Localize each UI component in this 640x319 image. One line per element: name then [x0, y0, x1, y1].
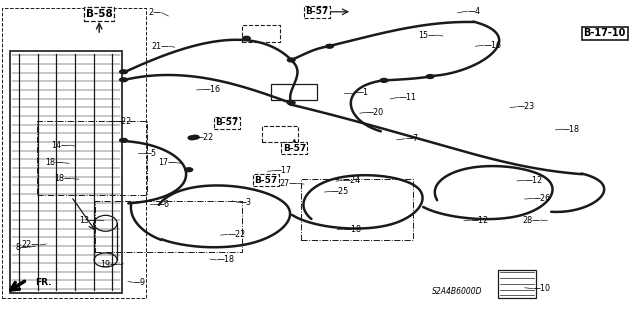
Text: —24: —24	[342, 176, 360, 185]
Text: 14—: 14—	[51, 141, 69, 150]
Text: 18—: 18—	[54, 174, 72, 183]
Text: 15—: 15—	[419, 31, 436, 40]
Text: 22—: 22—	[21, 241, 40, 249]
Bar	[301, 179, 413, 240]
Text: —16: —16	[483, 41, 501, 50]
Circle shape	[120, 78, 127, 82]
Bar	[2, 8, 146, 298]
Text: —17: —17	[274, 166, 292, 175]
Text: B-57: B-57	[283, 144, 306, 153]
Text: —12: —12	[525, 176, 543, 185]
Circle shape	[426, 75, 434, 78]
Text: —23: —23	[516, 102, 534, 111]
Text: —5: —5	[144, 149, 157, 158]
Text: —7: —7	[405, 134, 419, 143]
Circle shape	[191, 135, 199, 139]
Text: 8—: 8—	[16, 243, 29, 252]
Bar	[10, 51, 122, 293]
Text: 17—: 17—	[158, 158, 176, 167]
Text: —22: —22	[195, 133, 214, 142]
Circle shape	[326, 44, 333, 48]
Circle shape	[120, 138, 127, 142]
Text: 2—: 2—	[148, 8, 162, 17]
Bar	[242, 25, 280, 42]
Text: B-57: B-57	[216, 118, 239, 127]
Text: 28—: 28—	[523, 216, 541, 225]
Text: 18—: 18—	[45, 158, 63, 167]
Text: S2A4B6000D: S2A4B6000D	[433, 287, 483, 296]
Circle shape	[287, 58, 295, 62]
Text: —18: —18	[562, 125, 580, 134]
Text: B-57: B-57	[305, 7, 328, 16]
Text: —9: —9	[132, 278, 146, 287]
Circle shape	[243, 36, 250, 40]
Text: —10: —10	[532, 284, 550, 293]
Circle shape	[185, 168, 193, 172]
Text: B-58: B-58	[86, 9, 113, 19]
Text: —18: —18	[216, 256, 234, 264]
Text: —18: —18	[344, 225, 362, 234]
Text: 19—: 19—	[100, 260, 118, 269]
Text: 27—: 27—	[279, 179, 298, 188]
Bar	[271, 84, 317, 100]
Bar	[262, 126, 298, 142]
Bar	[95, 201, 242, 252]
Text: —1: —1	[355, 88, 368, 97]
Text: —22: —22	[114, 117, 132, 126]
Text: —4: —4	[467, 7, 480, 16]
Text: —11: —11	[399, 93, 417, 102]
Text: —16: —16	[203, 85, 221, 94]
Text: —26: —26	[532, 194, 550, 203]
Circle shape	[188, 136, 196, 140]
Text: —22: —22	[227, 230, 246, 239]
Text: 21—: 21—	[152, 42, 170, 51]
Circle shape	[380, 78, 388, 82]
Circle shape	[287, 101, 295, 105]
Bar	[498, 270, 536, 298]
Circle shape	[120, 70, 127, 74]
Bar	[37, 121, 147, 195]
Text: —6: —6	[157, 200, 170, 209]
Text: —20: —20	[366, 108, 384, 117]
Text: —12: —12	[470, 216, 488, 225]
Text: FR.: FR.	[35, 278, 52, 287]
Text: 13—: 13—	[79, 216, 97, 225]
Text: —3: —3	[239, 198, 252, 207]
Text: B-17-10: B-17-10	[584, 28, 626, 39]
Text: —25: —25	[331, 187, 349, 196]
Text: B-57: B-57	[254, 176, 277, 185]
